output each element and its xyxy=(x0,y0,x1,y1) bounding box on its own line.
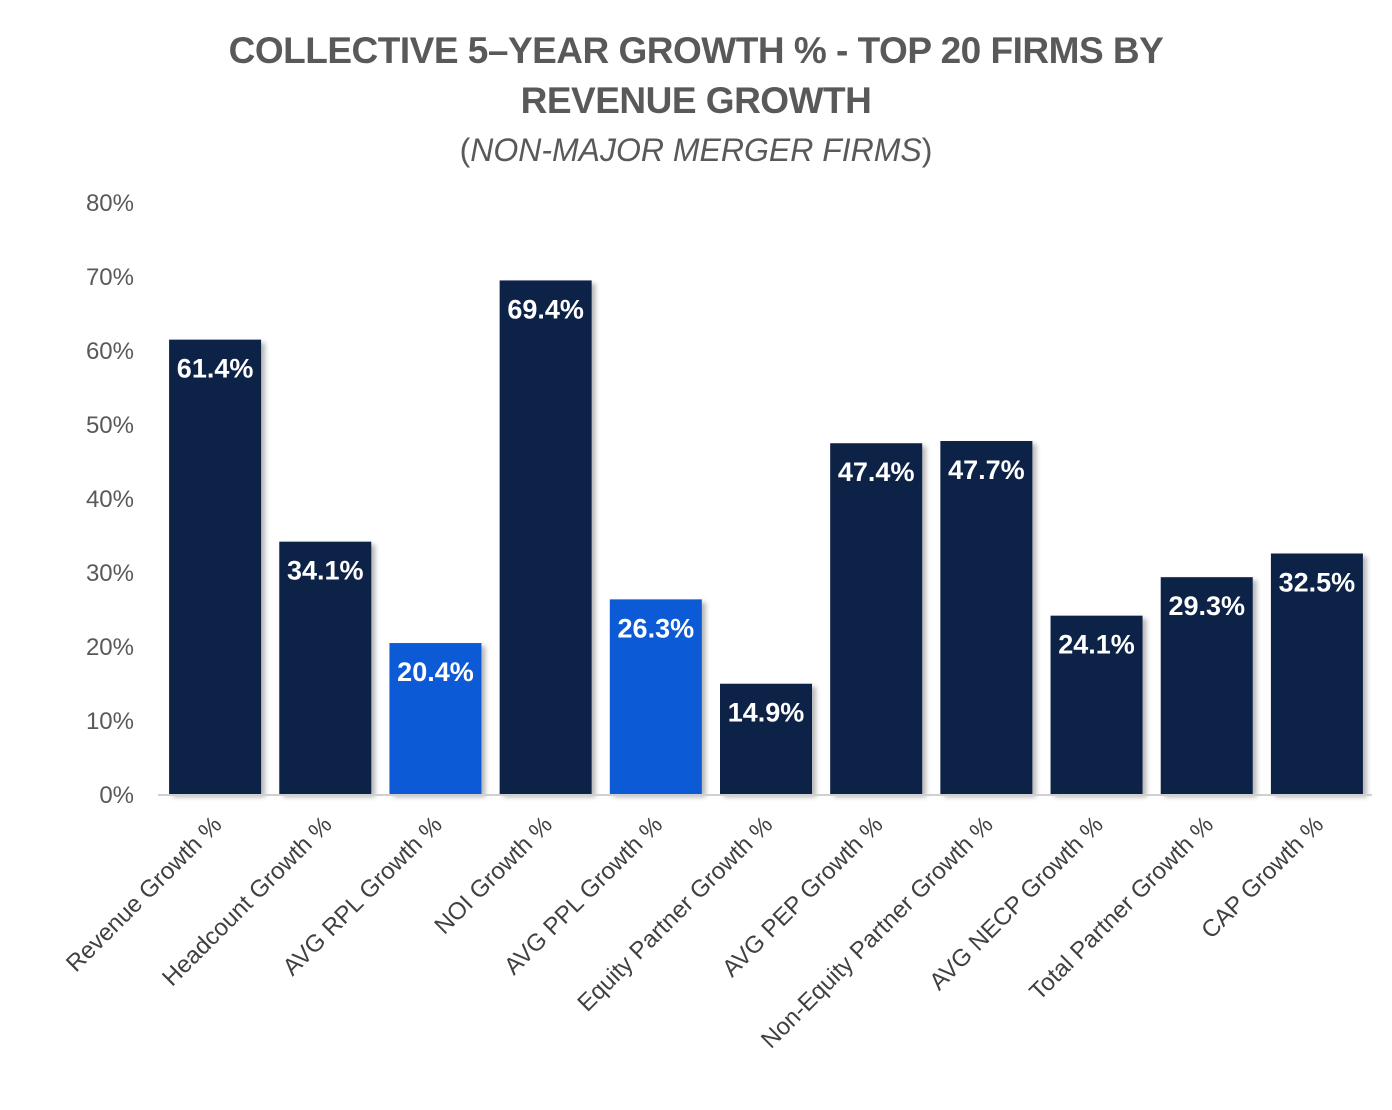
y-tick-label: 40% xyxy=(86,486,134,513)
bar xyxy=(1270,553,1363,794)
category-label: Equity Partner Growth % xyxy=(572,811,778,1017)
y-tick-label: 10% xyxy=(86,708,134,735)
data-label: 47.4% xyxy=(838,457,915,487)
bar xyxy=(389,643,482,794)
category-labels-group: Revenue Growth %Headcount Growth %AVG RP… xyxy=(61,811,1329,1054)
data-label: 14.9% xyxy=(728,698,805,728)
data-label: 34.1% xyxy=(287,556,364,586)
chart-subtitle: (NON-MAJOR MERGER FIRMS) xyxy=(0,132,1392,169)
data-label: 24.1% xyxy=(1058,630,1135,660)
data-label: 32.5% xyxy=(1279,568,1356,598)
category-label: Non-Equity Partner Growth % xyxy=(756,811,999,1054)
y-tick-label: 70% xyxy=(86,264,134,291)
subtitle-close-paren: ) xyxy=(921,132,933,168)
bar xyxy=(499,280,592,794)
data-labels-group: 61.4% 34.1% 20.4% 69.4% 26.3% 14.9% 47.4% 47.7%… xyxy=(177,294,1355,727)
y-axis-ticks: 0% 10% 20% 30% 40% 50% 60% 70% 80% xyxy=(86,190,134,809)
bar xyxy=(279,541,372,794)
data-label: 47.7% xyxy=(948,455,1025,485)
y-tick-label: 80% xyxy=(86,190,134,217)
y-tick-label: 0% xyxy=(99,782,134,809)
data-label: 26.3% xyxy=(618,613,695,643)
bar xyxy=(830,443,923,794)
chart-title-line-2: REVENUE GROWTH xyxy=(520,80,872,121)
data-label: 29.3% xyxy=(1168,591,1245,621)
bar xyxy=(1050,615,1143,794)
data-label: 69.4% xyxy=(507,294,584,324)
chart-title-line-1: COLLECTIVE 5–YEAR GROWTH % - TOP 20 FIRM… xyxy=(228,30,1164,71)
subtitle-open-paren: ( xyxy=(459,132,471,168)
bar xyxy=(609,599,702,794)
bar xyxy=(1160,577,1253,794)
bars-group xyxy=(169,280,1363,794)
bar xyxy=(940,441,1033,794)
data-label: 20.4% xyxy=(397,657,474,687)
subtitle-text: NON-MAJOR MERGER FIRMS xyxy=(470,132,922,168)
bar xyxy=(169,339,262,794)
bar xyxy=(720,683,812,794)
category-label: Total Partner Growth % xyxy=(1024,811,1219,1006)
data-label: 61.4% xyxy=(177,354,254,384)
y-tick-label: 20% xyxy=(86,634,134,661)
y-tick-label: 60% xyxy=(86,338,134,365)
y-tick-label: 50% xyxy=(86,412,134,439)
y-tick-label: 30% xyxy=(86,560,134,587)
